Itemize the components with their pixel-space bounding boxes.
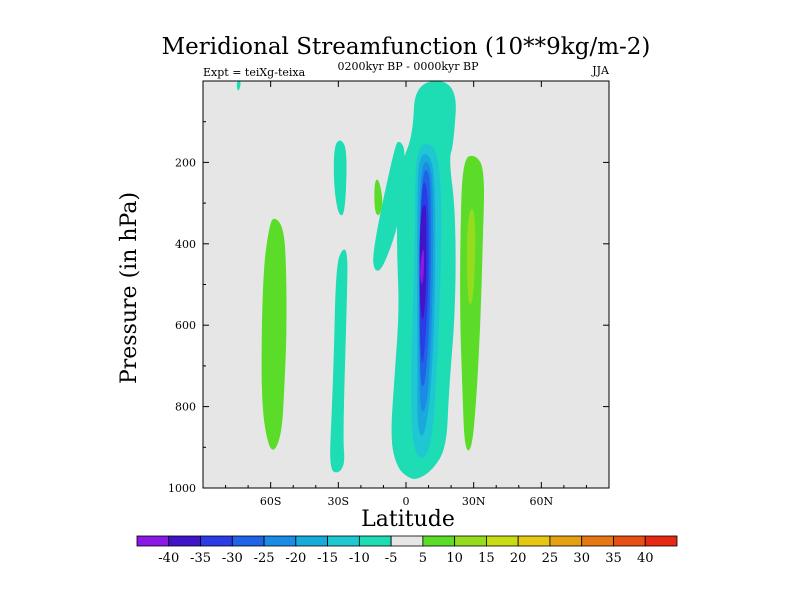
- colorbar-box: [168, 535, 201, 547]
- colorbar-label: -40: [158, 551, 179, 566]
- colorbar-box: [231, 535, 265, 547]
- colorbar-label: -25: [254, 551, 275, 566]
- colorbar-label: 15: [478, 551, 495, 566]
- x-tick-label: 0: [403, 495, 410, 508]
- contour-nh-positive-cell: [460, 155, 485, 451]
- colorbar-box: [390, 535, 424, 547]
- chart-title: Meridional Streamfunction (10**9kg/m-2): [162, 34, 651, 60]
- colorbar-label: 25: [542, 551, 559, 566]
- period-label: 0200kyr BP - 0000kyr BP: [338, 60, 480, 73]
- colorbar-box: [422, 535, 456, 547]
- x-tick-label: 30N: [462, 495, 486, 508]
- contour-small-positive-blob: [374, 179, 383, 216]
- colorbar-box: [613, 535, 646, 547]
- colorbar-label: -30: [222, 551, 243, 566]
- colorbar-label: 5: [419, 551, 427, 566]
- x-tick-label: 60S: [260, 495, 282, 508]
- y-tick-label: 800: [175, 401, 196, 414]
- colorbar-box: [486, 535, 519, 547]
- colorbar-box: [517, 535, 551, 547]
- y-tick-label: 1000: [168, 482, 196, 495]
- contour-negative-lower-southern: [330, 249, 348, 473]
- colorbar-box: [549, 535, 583, 547]
- x-tick-label: 30S: [328, 495, 350, 508]
- colorbar-label: -20: [285, 551, 306, 566]
- x-axis-label: Latitude: [361, 507, 455, 532]
- contour-high-lat-drip: [236, 81, 241, 91]
- colorbar-label: 10: [446, 551, 463, 566]
- experiment-label: Expt = teiXg-teixa: [203, 66, 306, 79]
- contour-negative-streak-west: [333, 140, 347, 216]
- colorbar-label: -35: [190, 551, 211, 566]
- colorbar-box: [295, 535, 328, 547]
- colorbar-box: [200, 535, 233, 547]
- colorbar-label: 20: [510, 551, 527, 566]
- colorbar-label: -15: [317, 551, 338, 566]
- x-tick-label: 60N: [530, 495, 554, 508]
- colorbar: -40 -35 -30 -25 -20 -15 -10 -5 5 10 15 20 25 30 35 40: [136, 535, 678, 566]
- season-label: JJA: [591, 64, 610, 77]
- contour-tropical-core-40: [420, 249, 424, 285]
- contour-regions: [236, 81, 485, 479]
- colorbar-box: [581, 535, 614, 547]
- colorbar-box: [358, 535, 392, 547]
- colorbar-label: 30: [573, 551, 590, 566]
- colorbar-label: -5: [385, 551, 398, 566]
- contour-sh-positive-cell: [261, 218, 287, 450]
- plot-area: [202, 80, 610, 489]
- colorbar-box: [136, 535, 170, 547]
- y-axis-label: Pressure (in hPa): [117, 192, 142, 384]
- colorbar-box: [327, 535, 360, 547]
- colorbar-box: [454, 535, 487, 547]
- colorbar-box: [263, 535, 297, 547]
- y-axis: 200 400 600 800 1000: [168, 121, 609, 495]
- contour-negative-streak-east: [373, 141, 405, 271]
- contour-nh-positive-cell-inner: [466, 208, 476, 305]
- colorbar-label: 35: [605, 551, 622, 566]
- y-tick-label: 400: [175, 238, 196, 251]
- y-tick-label: 200: [175, 156, 196, 169]
- colorbar-label: -10: [349, 551, 370, 566]
- colorbar-label: 40: [637, 551, 654, 566]
- x-axis: 60S 30S 0 30N 60N: [225, 81, 587, 508]
- y-tick-label: 600: [175, 319, 196, 332]
- colorbar-box: [644, 535, 678, 547]
